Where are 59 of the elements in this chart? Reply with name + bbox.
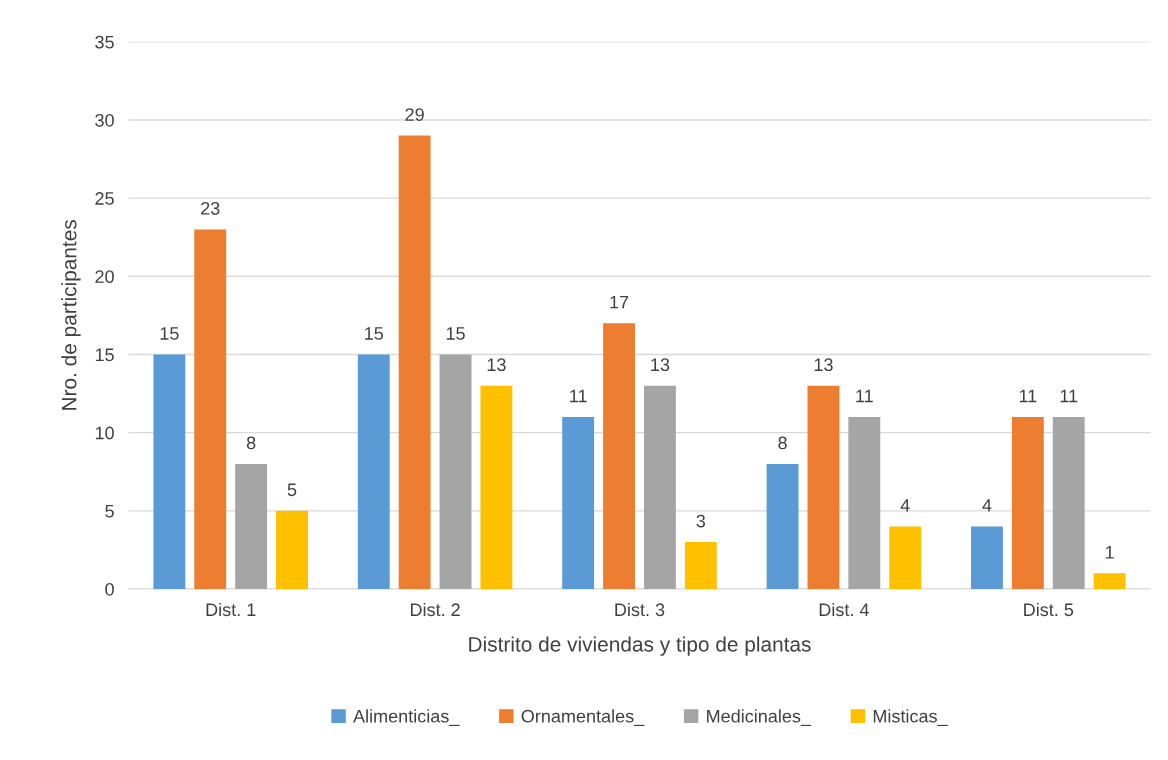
x-tick-label: Dist. 4 (819, 602, 869, 617)
bar (153, 354, 186, 589)
data-label: 8 (246, 436, 256, 450)
bar (480, 385, 513, 589)
bar (439, 354, 472, 589)
bar (889, 526, 922, 589)
bar (643, 385, 676, 589)
y-tick-label: 20 (95, 270, 114, 284)
legend-label: Alimenticias_ (353, 709, 460, 726)
bar (357, 354, 390, 589)
data-label: 11 (570, 389, 587, 403)
data-label: 11 (1060, 389, 1078, 403)
data-label: 11 (856, 389, 873, 403)
data-label: 4 (982, 499, 992, 512)
x-axis-title: Distrito de viviendas y tipo de plantas (469, 636, 811, 656)
x-tick-label: Dist. 1 (206, 602, 256, 617)
bar (1093, 573, 1126, 589)
data-label: 3 (696, 514, 706, 528)
y-tick-label: 35 (95, 35, 114, 49)
data-label: 13 (651, 358, 670, 372)
data-label: 15 (365, 327, 384, 340)
y-tick-label: 25 (95, 192, 114, 205)
bar (807, 385, 840, 589)
data-label: 17 (610, 295, 629, 309)
bar (1011, 417, 1044, 589)
y-tick-label: 15 (95, 348, 114, 362)
x-tick-label: Dist. 2 (410, 602, 460, 617)
bar (398, 135, 431, 589)
y-tick-label: 0 (105, 582, 114, 596)
data-label: 23 (201, 201, 220, 215)
data-label: 1 (1105, 546, 1114, 559)
bar (276, 510, 308, 589)
data-label: 29 (405, 108, 424, 121)
legend-label: Misticas_ (873, 709, 948, 726)
data-label: 5 (287, 483, 297, 497)
data-label: 15 (446, 327, 465, 340)
bar (603, 323, 635, 589)
bar (194, 229, 227, 589)
data-label: 11 (1019, 389, 1037, 403)
bar (684, 542, 717, 589)
legend-label: Ornamentales_ (521, 709, 645, 726)
bar (562, 417, 595, 589)
x-tick-label: Dist. 5 (1024, 602, 1074, 617)
data-label: 4 (900, 499, 910, 512)
data-label: 8 (778, 436, 787, 450)
y-tick-label: 30 (95, 113, 114, 127)
bar (766, 463, 799, 589)
data-label: 15 (160, 327, 179, 340)
y-tick-label: 10 (95, 426, 114, 440)
y-axis-title: Nro. de participantes (61, 220, 81, 410)
data-label: 13 (487, 358, 506, 372)
legend-label: Medicinales_ (707, 709, 812, 726)
bar (1052, 417, 1085, 589)
bar (848, 417, 881, 589)
bar (235, 463, 268, 589)
x-tick-label: Dist. 3 (615, 602, 665, 617)
bar (971, 526, 1003, 589)
data-label: 13 (814, 358, 833, 372)
y-tick-label: 5 (105, 504, 114, 518)
